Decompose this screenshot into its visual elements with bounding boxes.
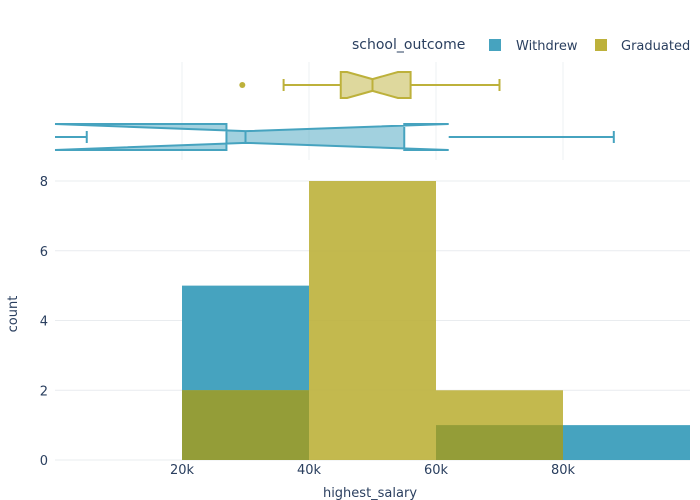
y-tick-label: 6 <box>40 245 48 260</box>
y-axis-title: count <box>6 296 21 333</box>
legend-item-graduated[interactable]: Graduated <box>595 39 690 54</box>
histogram-overlap-bar <box>436 425 563 460</box>
axes: 0 2 4 6 8 20k 40k 60k 80k <box>40 175 576 478</box>
y-tick-label: 8 <box>40 175 48 190</box>
x-tick-label: 40k <box>297 463 322 478</box>
legend-title: school_outcome <box>352 37 465 53</box>
y-tick-label: 4 <box>40 315 48 330</box>
histogram-overlap-bar <box>182 390 309 460</box>
legend-label-graduated: Graduated <box>621 39 690 54</box>
marginal-box-plots <box>54 71 615 151</box>
x-tick-label: 80k <box>551 463 576 478</box>
legend-swatch-withdrew <box>489 39 501 51</box>
x-tick-label: 20k <box>170 463 195 478</box>
histogram-bar-graduated <box>309 181 436 460</box>
legend-swatch-graduated <box>595 39 607 51</box>
legend: school_outcome Withdrew Graduated <box>352 37 690 54</box>
box-outlier-graduated <box>239 82 246 88</box>
legend-item-withdrew[interactable]: Withdrew <box>489 39 578 54</box>
box-withdrew <box>54 123 449 151</box>
legend-label-withdrew: Withdrew <box>516 39 578 54</box>
box-graduated <box>339 71 412 99</box>
y-tick-label: 2 <box>40 384 48 399</box>
histogram-bar-withdrew <box>563 425 690 460</box>
x-tick-label: 60k <box>424 463 449 478</box>
x-axis-title: highest_salary <box>323 486 417 500</box>
y-tick-label: 0 <box>40 454 48 469</box>
histogram-bars <box>182 181 690 460</box>
